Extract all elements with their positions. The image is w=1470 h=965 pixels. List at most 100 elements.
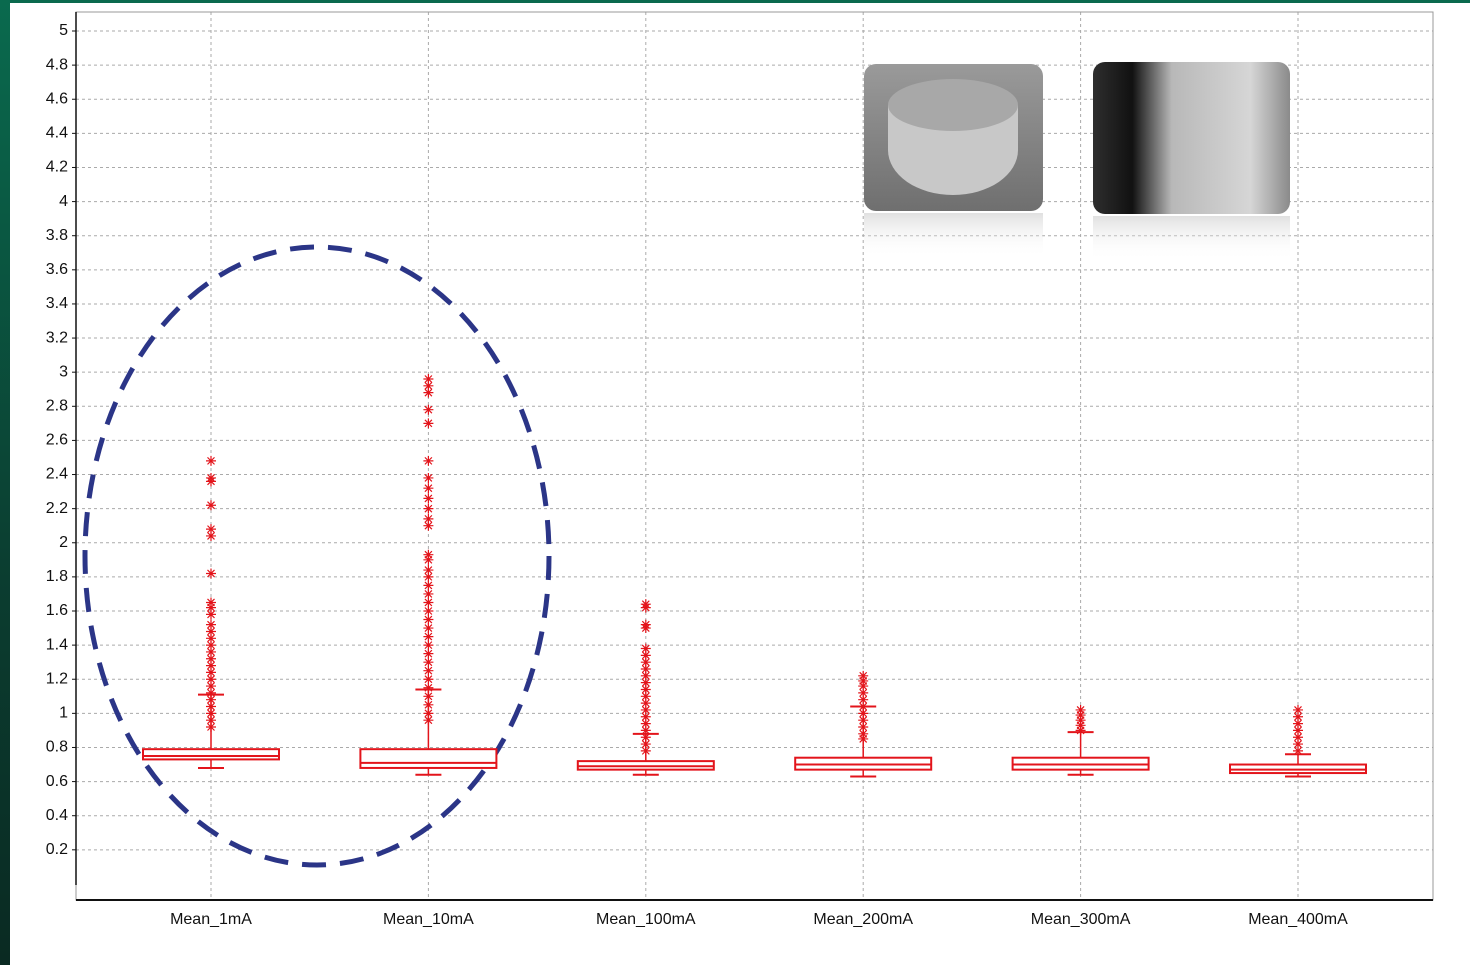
y-tick-label: 1.8 [46, 568, 68, 585]
outlier [640, 664, 651, 674]
outlier [640, 698, 651, 709]
outlier [423, 387, 434, 398]
outlier [206, 660, 216, 671]
outlier [640, 691, 651, 702]
outlier [423, 699, 434, 710]
y-tick-label: 3 [59, 363, 68, 380]
outlier [423, 708, 434, 719]
outlier [206, 626, 216, 637]
x-tick-label: Mean_100mA [596, 911, 696, 928]
outlier [640, 650, 651, 661]
outlier [1075, 725, 1086, 736]
y-tick-label: 1.2 [46, 670, 68, 687]
outlier [423, 374, 434, 384]
y-tick-label: 2.8 [46, 398, 68, 415]
x-tick-label: Mean_10mA [383, 911, 474, 928]
y-tick-label: 2.6 [46, 432, 68, 449]
outlier [858, 681, 869, 692]
sample-image-pin [1093, 62, 1290, 261]
outlier [206, 722, 216, 732]
sample-image-puck [864, 64, 1043, 258]
outlier [1293, 718, 1303, 729]
outlier [640, 677, 651, 688]
y-tick-label: 4.4 [46, 125, 68, 142]
outlier [206, 640, 216, 651]
y-tick-label: 2 [59, 534, 68, 551]
outlier [640, 745, 651, 756]
outlier [423, 483, 434, 494]
outlier [206, 500, 216, 511]
y-tick-label: 3.8 [46, 227, 68, 244]
outlier [206, 472, 216, 483]
outlier [423, 614, 434, 625]
y-tick-label: 4.8 [46, 56, 68, 73]
outlier [858, 687, 869, 698]
outlier [423, 665, 434, 676]
outlier [423, 520, 434, 531]
outlier [640, 704, 651, 715]
outlier [423, 549, 434, 560]
y-tick-label: 0.8 [46, 739, 68, 756]
y-tick-label: 3.4 [46, 295, 68, 312]
outlier [423, 455, 434, 466]
outlier [206, 619, 216, 630]
outlier [640, 657, 651, 668]
outlier [206, 633, 216, 644]
x-tick-label: Mean_300mA [1031, 911, 1131, 928]
outlier [858, 694, 869, 705]
outlier [423, 606, 434, 616]
outlier [640, 643, 651, 654]
outlier [640, 732, 651, 743]
outlier [640, 711, 651, 722]
outlier [858, 728, 869, 739]
y-tick-label: 1.6 [46, 602, 68, 619]
y-tick-label: 3.2 [46, 329, 68, 346]
x-tick-label: Mean_1mA [170, 911, 252, 928]
outlier [423, 580, 434, 591]
outlier [423, 715, 434, 726]
outlier [640, 684, 651, 695]
box [359, 748, 498, 769]
outlier [640, 739, 651, 750]
outlier [1075, 704, 1086, 715]
y-tick-label: 3.6 [46, 261, 68, 278]
outlier [640, 725, 651, 736]
highlight-ellipse [82, 244, 552, 868]
box [142, 748, 280, 761]
outlier [423, 682, 434, 693]
outlier [423, 623, 434, 634]
outlier [423, 640, 434, 651]
outlier [206, 646, 216, 657]
outlier [423, 493, 434, 504]
outlier [423, 513, 434, 524]
outlier [206, 701, 216, 712]
outlier [640, 599, 651, 610]
outlier [1293, 711, 1303, 722]
outlier [640, 619, 651, 630]
outlier [640, 670, 651, 681]
outlier [858, 733, 869, 744]
outlier [206, 687, 216, 698]
outlier [423, 674, 434, 685]
x-tick-label: Mean_400mA [1248, 911, 1348, 928]
outlier [1075, 720, 1086, 731]
x-tick-label: Mean_200mA [813, 911, 913, 928]
outlier [640, 718, 651, 729]
outlier [206, 597, 216, 608]
outlier [858, 670, 869, 681]
outlier [423, 404, 434, 415]
outlier [423, 472, 434, 483]
y-tick-label: 0.6 [46, 773, 68, 790]
outlier [1293, 732, 1303, 743]
outlier [423, 691, 434, 702]
outlier [206, 667, 216, 678]
outlier [206, 708, 216, 719]
outlier [423, 597, 434, 608]
y-tick-label: 2.4 [46, 466, 68, 483]
outlier [206, 674, 216, 685]
outlier [206, 681, 216, 692]
outlier [206, 568, 216, 579]
outlier [423, 554, 434, 565]
